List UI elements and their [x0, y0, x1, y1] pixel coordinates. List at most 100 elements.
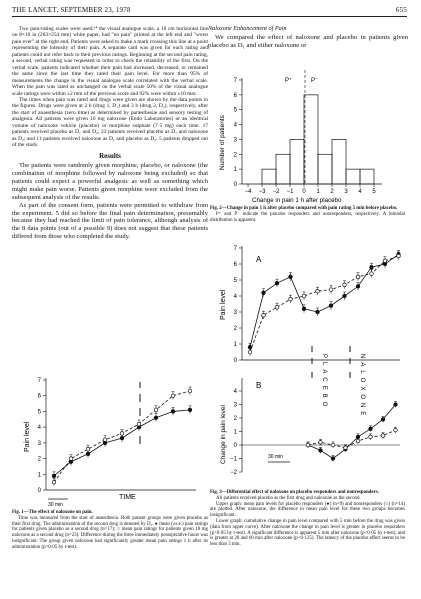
fig2-bar [275, 153, 291, 185]
fig3b-point [368, 434, 373, 440]
fig3b-point [355, 438, 361, 444]
fig3a-point [342, 282, 347, 287]
fig2-bar [303, 94, 319, 185]
fig3b-y-tick-label: 2 [234, 416, 238, 422]
fig2-caption-title: Fig. 2—Change in pain 1 h after placebo … [210, 206, 398, 211]
fig2-caption: Fig. 2—Change in pain 1 h after placebo … [210, 206, 405, 223]
fig2-bar [289, 139, 305, 185]
fig3a-point [274, 305, 280, 310]
fig3a-point [288, 297, 293, 302]
fig3a-y-tick-label: 2 [234, 326, 238, 332]
fig3b-point [330, 442, 336, 448]
paragraph: The patients were randomly given morphin… [12, 162, 208, 201]
fig1-point [85, 446, 91, 452]
fig3-panel-b-label: B [256, 381, 261, 390]
fig2-chart: 0 1 2 3 4 5 6 7 −4 −3 −2 −1 0 1 2 3 4 5 P⁺ P⁻ Number of … [219, 70, 382, 204]
fig3-scale-label: 30 min [268, 454, 283, 460]
fig3a-point [369, 271, 374, 276]
fig2-y-tick-label: 3 [234, 137, 238, 143]
fig1-y-tick-label: 2 [38, 457, 42, 463]
fig1-y-tick-label: 7 [38, 378, 42, 384]
fig3a-point [328, 287, 334, 292]
fig2-bar [261, 168, 277, 185]
paragraph: As part of the consent form, patients we… [12, 201, 208, 241]
fig1-ylabel: Pain level [24, 421, 31, 452]
fig1-series-line [53, 409, 191, 477]
fig3a-y-tick-label: 4 [234, 294, 238, 300]
fig2-xlabel: Change in pain 1 h after placebo [252, 197, 342, 204]
fig3b-y-tick-label: 0 [234, 443, 238, 449]
fig3b-y-tick-label: 1 [234, 430, 238, 436]
fig2-p-minus-label: P⁻ [311, 78, 318, 84]
fig3a-point [342, 293, 347, 299]
fig3a-ylabel: Pain level [220, 289, 227, 320]
fig3b-point [305, 442, 311, 448]
fig1-point [136, 421, 142, 427]
fig3a-point [328, 303, 334, 308]
fig2-bar [317, 153, 333, 185]
fig2-bar [345, 168, 361, 185]
fig1-point [170, 393, 176, 398]
fig3a-point [355, 274, 361, 279]
page-number: 655 [395, 6, 407, 14]
fig3a-point [274, 281, 280, 286]
fig2-x-tick-label: 4 [358, 189, 362, 195]
fig3b-series-line [307, 404, 396, 459]
fig3a-point [382, 258, 388, 263]
fig3a-point [261, 313, 266, 318]
fig3a-series-line [249, 255, 399, 353]
fig3b-y-tick-label: −2 [230, 470, 238, 476]
fig2-x-tick-label: 2 [330, 189, 334, 195]
fig3a-y-tick-label: 0 [234, 358, 238, 364]
journal-header: THE LANCET, SEPTEMBER 23, 1978 [12, 6, 131, 14]
fig1-point [170, 409, 176, 414]
paragraph: Two pain-rating scales were used:¹⁴ the … [12, 26, 208, 97]
fig1-point [187, 388, 193, 394]
fig3b-point [380, 417, 386, 422]
fig1-point [153, 407, 159, 413]
fig3-naloxone-label: NALOXONE [359, 354, 365, 419]
fig3b-ylabel: Change in pain level [220, 405, 227, 464]
fig2-y-tick-label: 7 [234, 78, 238, 84]
fig3a-point [301, 293, 307, 299]
fig2-bar [359, 168, 375, 185]
fig2-y-tick-label: 2 [234, 152, 238, 158]
fig3b-point [380, 433, 386, 438]
fig1-point [68, 456, 74, 461]
left-column-text: Two pain-rating scales were used:¹⁴ the … [12, 26, 208, 241]
paragraph: The times when pain was rated and drugs … [12, 96, 208, 149]
fig1-point [187, 407, 193, 413]
fig3a-y-tick-label: 3 [234, 310, 238, 316]
fig2-x-tick-label: 3 [344, 189, 348, 195]
header-rule [12, 16, 407, 17]
fig3a-y-tick-label: 6 [234, 262, 238, 268]
fig2-y-tick-label: 1 [234, 167, 238, 173]
fig2-x-tick-label: −2 [273, 189, 281, 195]
fig3b-point [343, 445, 348, 450]
fig2-x-tick-label: −1 [287, 189, 295, 195]
fig3a-y-tick-label: 5 [234, 278, 238, 284]
fig2-x-tick-label: 0 [302, 189, 306, 195]
fig3-caption-line: All patients received placebo as the fir… [216, 495, 361, 501]
fig2-y-tick-label: 6 [234, 93, 238, 99]
fig1-xlabel: TIME [119, 494, 136, 501]
fig1-caption-title: Fig. 1—The effect of naloxone on pain. [12, 510, 93, 515]
fig1-y-tick-label: 0 [38, 488, 42, 494]
fig1-y-tick-label: 3 [38, 441, 42, 447]
fig3b-point [318, 440, 323, 445]
fig2-x-tick-label: 5 [372, 189, 376, 195]
fig3a-point [315, 289, 320, 294]
fig1-y-tick-label: 1 [38, 472, 42, 478]
fig2-bar [331, 139, 347, 185]
fig3a-point [369, 265, 374, 270]
section-subheading: Naloxone Enhancement of Pain [208, 25, 287, 32]
fig3-caption-title: Fig. 3—Differential effect of naloxone o… [210, 490, 379, 495]
fig3a-point [355, 284, 361, 289]
fig1-chart: 0 1 2 3 4 5 6 7 Pain level 30 min TIME [24, 378, 196, 508]
fig1-point [102, 437, 108, 442]
fig2-y-tick-label: 0 [234, 182, 238, 188]
fig3a-y-tick-label: 7 [234, 246, 238, 252]
fig1-y-tick-label: 4 [38, 425, 42, 431]
fig2-ylabel: Number of patients [219, 114, 226, 170]
